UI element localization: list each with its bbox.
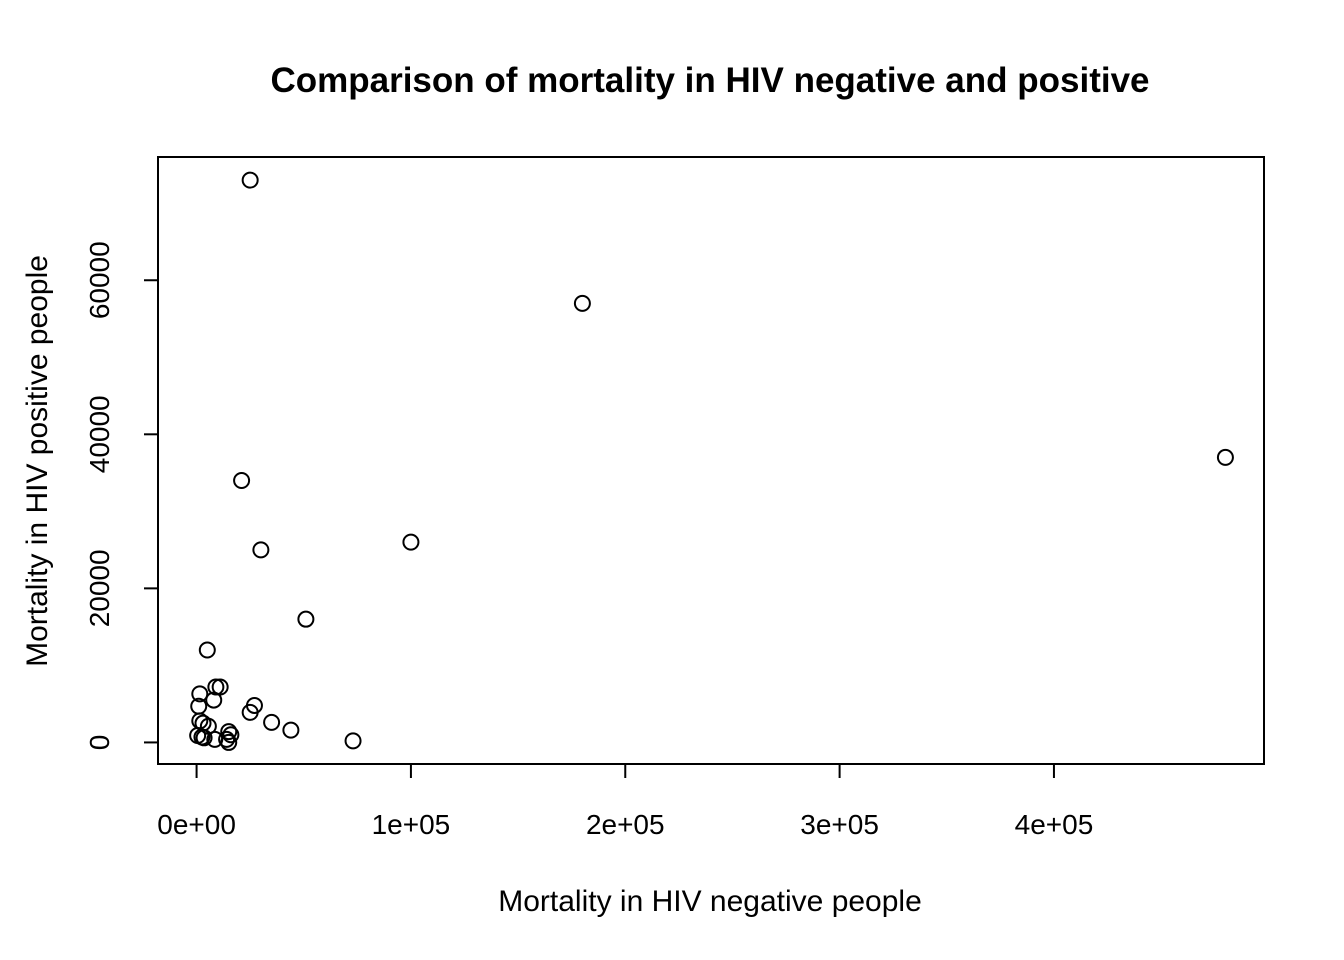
y-axis: 0 20000 40000 60000 (84, 241, 159, 751)
data-point (252, 541, 270, 559)
x-tick-label: 4e+05 (1015, 809, 1094, 840)
y-tick-label: 20000 (84, 549, 115, 627)
data-point (205, 691, 223, 709)
data-point (1216, 448, 1234, 466)
data-point (233, 472, 251, 490)
points-layer (189, 171, 1234, 751)
plot-frame (157, 156, 1265, 765)
data-point (241, 703, 259, 721)
y-tick-label: 0 (84, 735, 115, 751)
data-point (220, 723, 238, 741)
x-tick-label: 0e+00 (157, 809, 236, 840)
x-axis: 0e+00 1e+05 2e+05 3e+05 4e+05 (157, 763, 1094, 840)
data-point (282, 721, 300, 739)
x-axis-label: Mortality in HIV negative people (498, 885, 922, 918)
data-point (263, 713, 281, 731)
data-point (191, 685, 209, 703)
data-point (207, 678, 225, 696)
x-tick-label: 2e+05 (586, 809, 665, 840)
data-point (573, 294, 591, 312)
y-tick-label: 60000 (84, 241, 115, 319)
x-tick-label: 3e+05 (800, 809, 879, 840)
chart-title: Comparison of mortality in HIV negative … (270, 61, 1149, 100)
data-point (241, 171, 259, 189)
data-point (218, 730, 236, 748)
data-point (220, 733, 238, 751)
y-axis-label: Mortality in HIV positive people (21, 255, 54, 667)
y-tick-label: 40000 (84, 395, 115, 473)
data-point (402, 533, 420, 551)
data-point (198, 641, 216, 659)
data-point (211, 678, 229, 696)
data-point (222, 726, 240, 744)
x-tick-label: 1e+05 (372, 809, 451, 840)
data-point (344, 732, 362, 750)
data-point (195, 729, 213, 747)
data-point (297, 610, 315, 628)
